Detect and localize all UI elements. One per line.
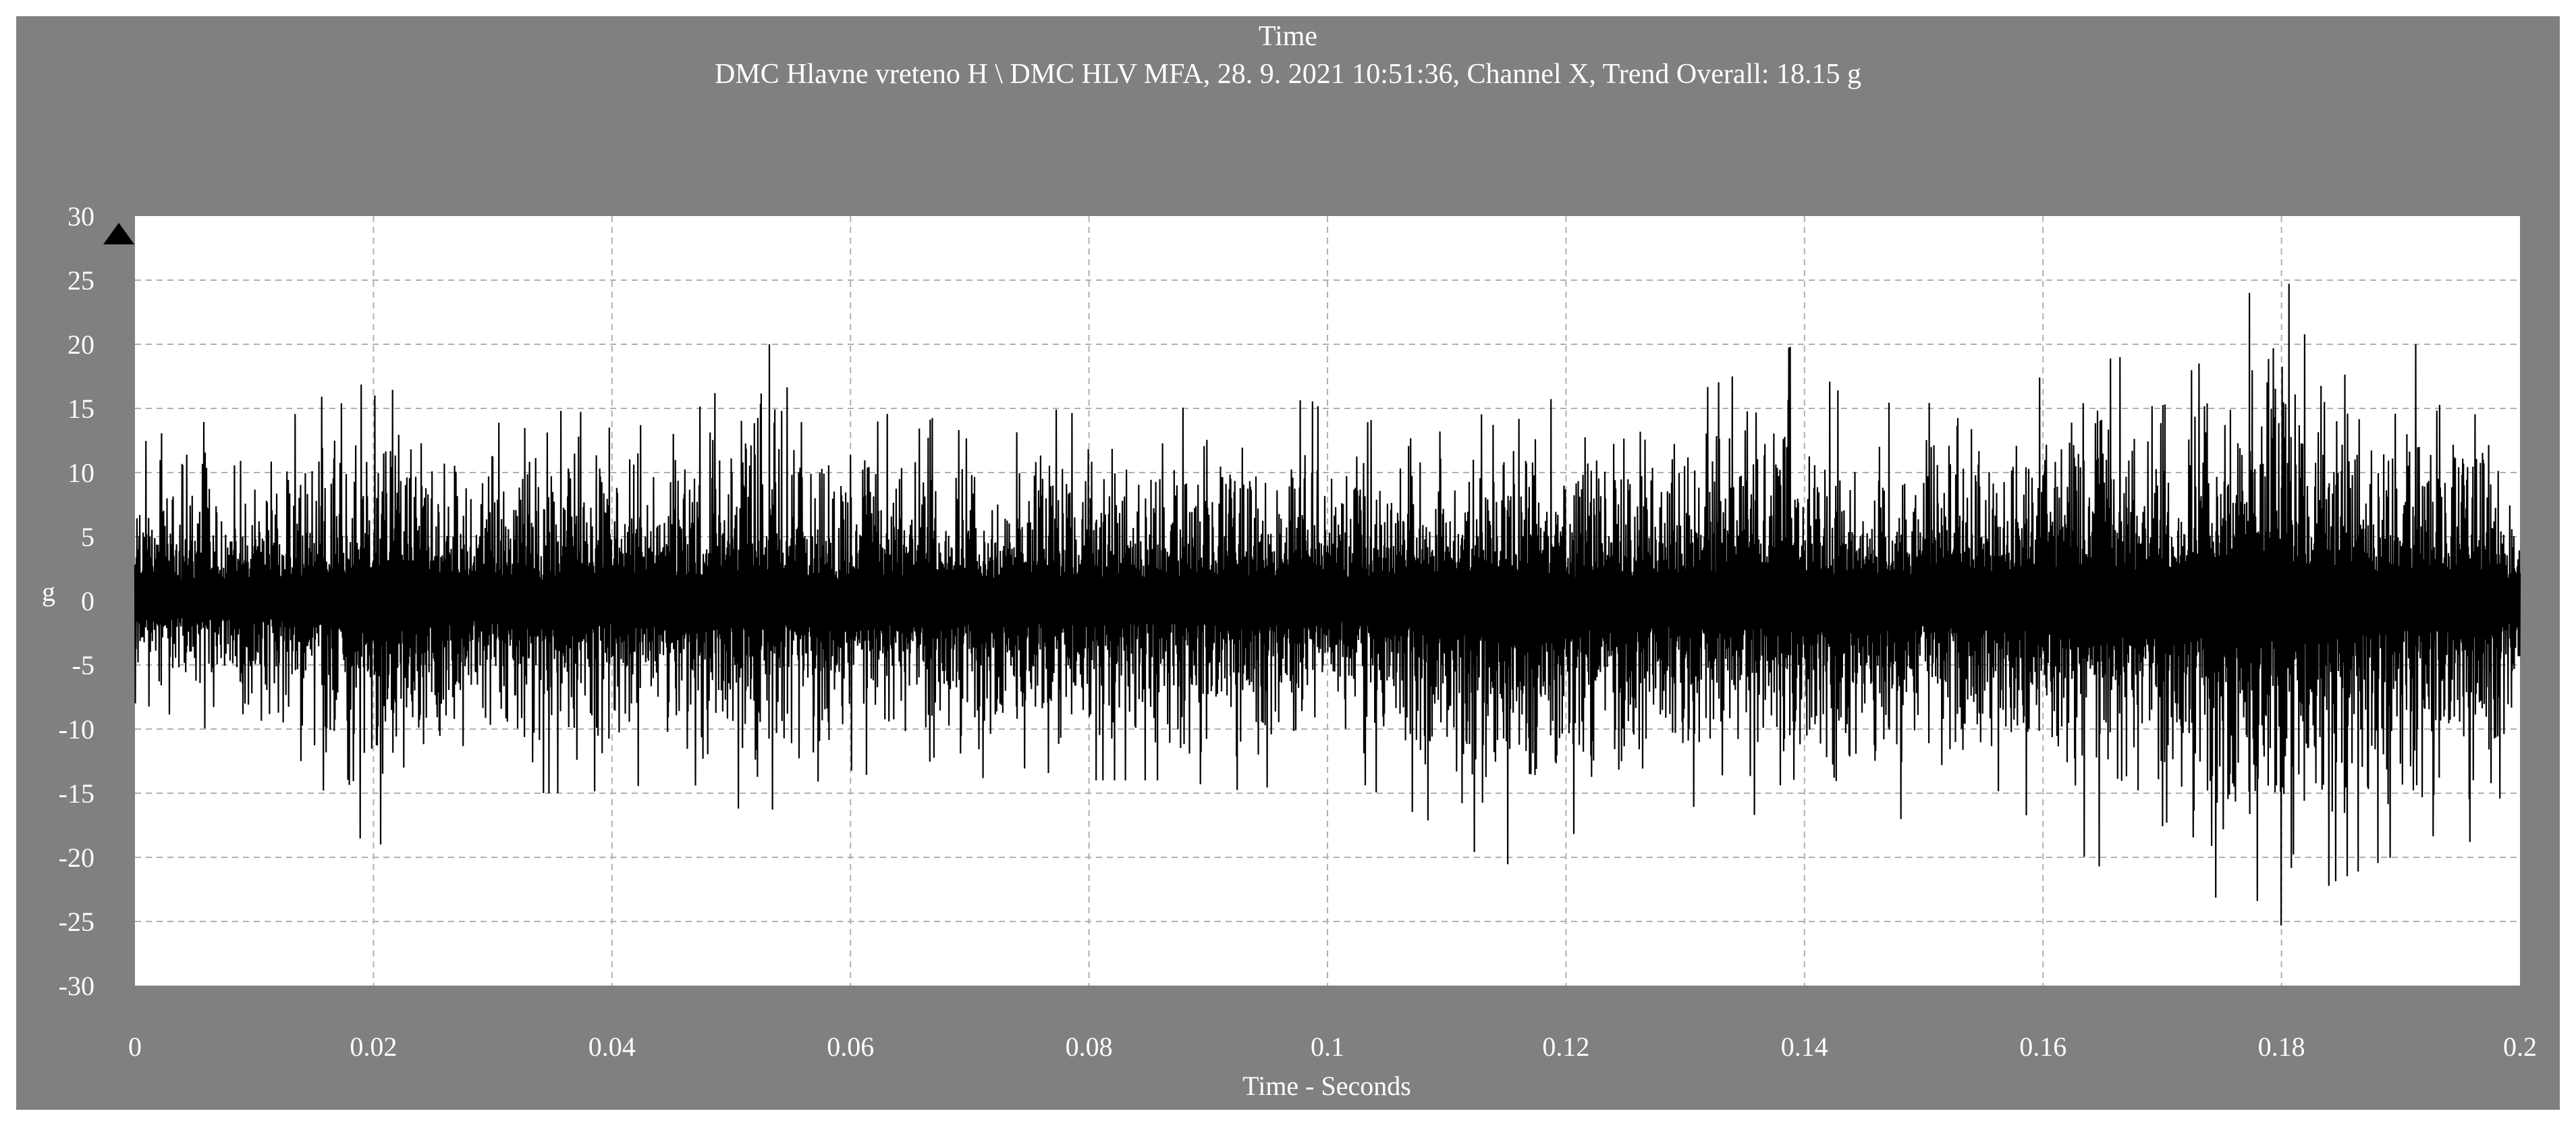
chart-title: Time [1258, 21, 1318, 52]
x-tick-label: 0.08 [1066, 1031, 1113, 1062]
x-tick-label: 0.18 [2258, 1031, 2305, 1062]
x-tick-label: 0.04 [588, 1031, 636, 1062]
y-tick-label: 25 [67, 265, 94, 296]
y-tick-label: -20 [59, 842, 94, 873]
x-axis-label: Time - Seconds [1242, 1071, 1411, 1101]
y-tick-label: -15 [59, 778, 94, 809]
x-axis: 0 0.02 0.04 0.06 0.08 0.1 0.12 0.14 0.16 0.18 0.2 [128, 1031, 2537, 1062]
y-axis-label: g [42, 577, 55, 607]
y-tick-label: -30 [59, 971, 94, 1001]
x-tick-label: 0 [128, 1031, 142, 1062]
chart-subtitle: DMC Hlavne vreteno H \ DMC HLV MFA, 28. … [714, 59, 1861, 90]
y-tick-label: 0 [81, 586, 94, 616]
y-tick-label: 15 [67, 394, 94, 424]
y-tick-label: -10 [59, 714, 94, 745]
y-tick-label: -5 [72, 650, 94, 680]
signal-waveform [134, 284, 2521, 926]
up-triangle-icon[interactable] [103, 223, 134, 244]
y-tick-label: 5 [81, 522, 94, 552]
x-tick-label: 0.12 [1542, 1031, 1589, 1062]
y-tick-label: 10 [67, 458, 94, 488]
y-tick-label: -25 [59, 907, 94, 937]
x-tick-label: 0.06 [827, 1031, 874, 1062]
y-axis: 30 25 20 15 10 5 0 -5 -10 -15 -20 -25 -30 [59, 201, 94, 1001]
x-tick-label: 0.1 [1311, 1031, 1344, 1062]
x-tick-label: 0.02 [350, 1031, 397, 1062]
y-tick-label: 20 [67, 329, 94, 360]
x-tick-label: 0.14 [1781, 1031, 1828, 1062]
y-tick-label: 30 [67, 201, 94, 232]
x-tick-label: 0.2 [2503, 1031, 2537, 1062]
x-tick-label: 0.16 [2019, 1031, 2066, 1062]
